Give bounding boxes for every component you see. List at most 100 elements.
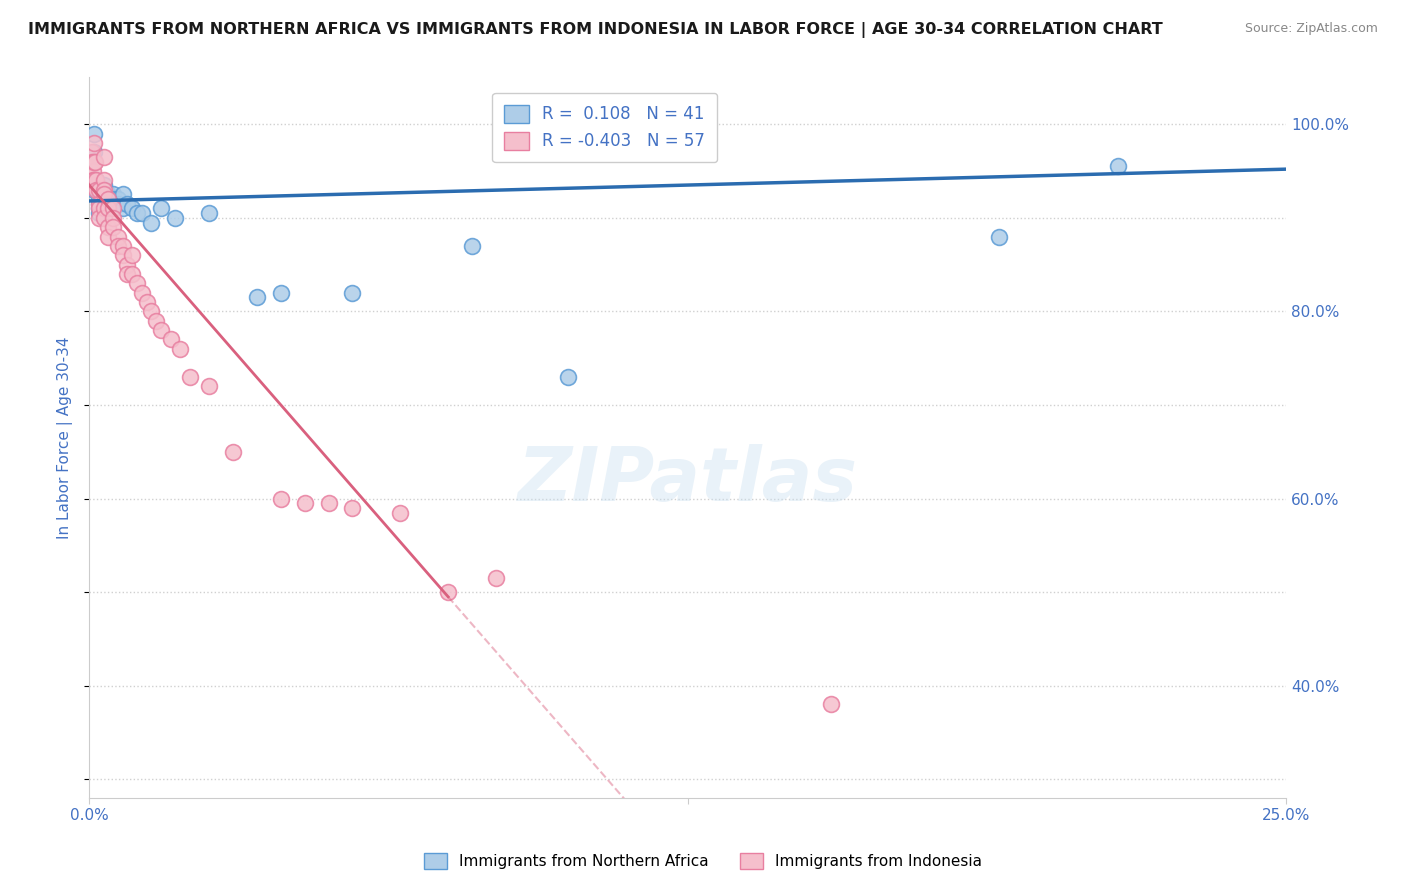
Point — [97, 192, 120, 206]
Point — [131, 206, 153, 220]
Point — [485, 571, 508, 585]
Point — [1107, 159, 1129, 173]
Point — [149, 323, 172, 337]
Point — [111, 202, 134, 216]
Point — [97, 192, 120, 206]
Point — [93, 173, 115, 187]
Point — [222, 444, 245, 458]
Point — [97, 229, 120, 244]
Point — [82, 164, 104, 178]
Point — [93, 192, 115, 206]
Point — [87, 202, 110, 216]
Point — [83, 154, 105, 169]
Text: ZIPatlas: ZIPatlas — [517, 444, 858, 517]
Point — [83, 136, 105, 150]
Point — [121, 267, 143, 281]
Point — [93, 183, 115, 197]
Point — [121, 202, 143, 216]
Point — [86, 173, 108, 187]
Point — [87, 192, 110, 206]
Point — [135, 295, 157, 310]
Point — [87, 202, 110, 216]
Point — [111, 187, 134, 202]
Point — [820, 698, 842, 712]
Point — [107, 192, 129, 206]
Point — [101, 192, 124, 206]
Point — [82, 173, 104, 187]
Point — [270, 285, 292, 300]
Point — [145, 314, 167, 328]
Point — [125, 206, 148, 220]
Point — [117, 258, 139, 272]
Legend: Immigrants from Northern Africa, Immigrants from Indonesia: Immigrants from Northern Africa, Immigra… — [418, 847, 988, 875]
Point — [87, 196, 110, 211]
Point — [437, 585, 460, 599]
Point — [101, 187, 124, 202]
Point — [107, 196, 129, 211]
Point — [179, 370, 201, 384]
Point — [80, 154, 103, 169]
Point — [101, 196, 124, 211]
Point — [83, 127, 105, 141]
Point — [87, 211, 110, 225]
Point — [111, 239, 134, 253]
Point — [79, 173, 101, 187]
Point — [93, 150, 115, 164]
Point — [93, 183, 115, 197]
Point — [131, 285, 153, 300]
Point — [165, 211, 187, 225]
Point — [87, 187, 110, 202]
Point — [557, 370, 579, 384]
Point — [97, 187, 120, 202]
Point — [101, 202, 124, 216]
Point — [93, 178, 115, 192]
Point — [169, 342, 191, 356]
Legend: R =  0.108   N = 41, R = -0.403   N = 57: R = 0.108 N = 41, R = -0.403 N = 57 — [492, 93, 717, 162]
Point — [93, 187, 115, 202]
Point — [83, 154, 105, 169]
Point — [84, 154, 107, 169]
Point — [141, 304, 163, 318]
Point — [246, 290, 269, 304]
Point — [198, 206, 221, 220]
Point — [80, 154, 103, 169]
Point — [107, 239, 129, 253]
Point — [294, 496, 316, 510]
Point — [125, 277, 148, 291]
Point — [149, 202, 172, 216]
Point — [93, 211, 115, 225]
Point — [83, 145, 105, 160]
Point — [318, 496, 340, 510]
Point — [389, 506, 412, 520]
Point — [987, 229, 1010, 244]
Point — [107, 229, 129, 244]
Point — [86, 183, 108, 197]
Text: Source: ZipAtlas.com: Source: ZipAtlas.com — [1244, 22, 1378, 36]
Text: IMMIGRANTS FROM NORTHERN AFRICA VS IMMIGRANTS FROM INDONESIA IN LABOR FORCE | AG: IMMIGRANTS FROM NORTHERN AFRICA VS IMMIG… — [28, 22, 1163, 38]
Point — [159, 333, 181, 347]
Point — [342, 500, 364, 515]
Point — [101, 220, 124, 235]
Point — [97, 202, 120, 216]
Point — [86, 183, 108, 197]
Point — [86, 173, 108, 187]
Point — [461, 239, 484, 253]
Point — [87, 196, 110, 211]
Point — [342, 285, 364, 300]
Point — [80, 178, 103, 192]
Point — [93, 202, 115, 216]
Point — [117, 196, 139, 211]
Point — [101, 211, 124, 225]
Point — [82, 178, 104, 192]
Point — [198, 379, 221, 393]
Point — [270, 491, 292, 506]
Point — [121, 248, 143, 262]
Point — [83, 183, 105, 197]
Point — [97, 196, 120, 211]
Y-axis label: In Labor Force | Age 30-34: In Labor Force | Age 30-34 — [58, 336, 73, 539]
Point — [93, 187, 115, 202]
Point — [87, 183, 110, 197]
Point — [97, 220, 120, 235]
Point — [83, 173, 105, 187]
Point — [141, 215, 163, 229]
